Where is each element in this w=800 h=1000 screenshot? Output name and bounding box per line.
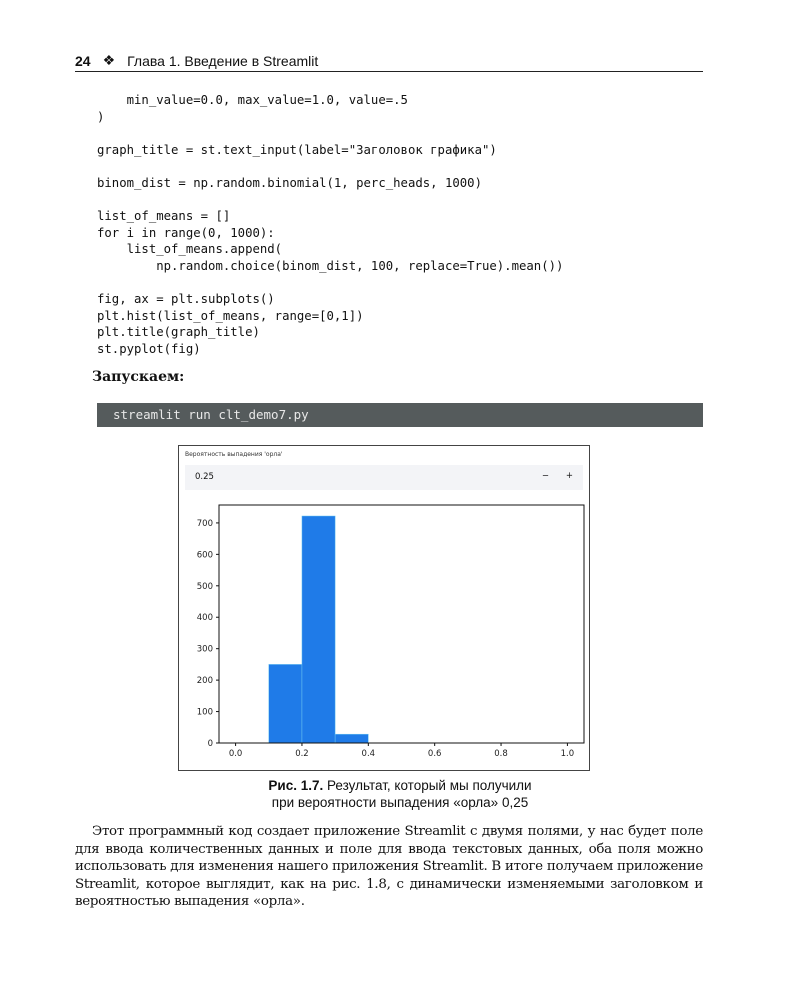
- histogram-bar: [301, 515, 336, 744]
- histogram-bar: [334, 733, 369, 744]
- page-header: 24 ❖ Глава 1. Введение в Streamlit: [75, 50, 703, 72]
- body-paragraph: Этот программный код создает приложение …: [75, 824, 703, 910]
- y-tick-label: 500: [197, 582, 213, 592]
- y-tick-label: 400: [197, 613, 213, 623]
- caption-line2: при вероятности выпадения «орла» 0,25: [271, 795, 529, 810]
- figure-screenshot: Вероятность выпадения 'орла' 0.25 − + 0.…: [178, 445, 590, 771]
- x-tick-label: 0.0: [229, 749, 243, 759]
- figure-caption: Рис. 1.7. Результат, который мы получили…: [0, 777, 800, 811]
- x-tick-label: 0.4: [362, 749, 376, 759]
- increment-button[interactable]: +: [565, 471, 573, 481]
- x-tick-label: 0.2: [295, 749, 309, 759]
- histogram-bar: [268, 664, 303, 744]
- y-tick-label: 100: [197, 708, 213, 718]
- histogram: 0.0 0.2 0.4 0.6 0.8 1.0 0 100 200 300 400 500 600 700: [197, 504, 585, 759]
- separator-icon: ❖: [102, 52, 116, 68]
- plot-frame: [218, 504, 585, 744]
- code-listing: min_value=0.0, max_value=1.0, value=.5 )…: [97, 93, 564, 356]
- y-tick-label: 600: [197, 550, 213, 560]
- x-tick-label: 1.0: [561, 749, 575, 759]
- number-input-label: Вероятность выпадения 'орла': [185, 451, 283, 458]
- y-tick-label: 300: [197, 645, 213, 655]
- lead-text: Запускаем:: [92, 369, 185, 385]
- decrement-button[interactable]: −: [541, 471, 549, 481]
- page-number: 24: [75, 52, 91, 69]
- caption-label: Рис. 1.7.: [268, 778, 324, 793]
- number-input-value: 0.25: [195, 472, 214, 482]
- y-tick-label: 0: [208, 739, 213, 749]
- y-tick-label: 700: [197, 519, 213, 529]
- chapter-title: Глава 1. Введение в Streamlit: [127, 52, 319, 69]
- number-input[interactable]: 0.25 − +: [185, 465, 583, 490]
- x-tick-label: 0.8: [494, 749, 508, 759]
- command-block: streamlit run clt_demo7.py: [97, 403, 703, 427]
- x-tick-label: 0.6: [428, 749, 442, 759]
- caption-line1: Результат, который мы получили: [323, 778, 532, 793]
- y-tick-label: 200: [197, 676, 213, 686]
